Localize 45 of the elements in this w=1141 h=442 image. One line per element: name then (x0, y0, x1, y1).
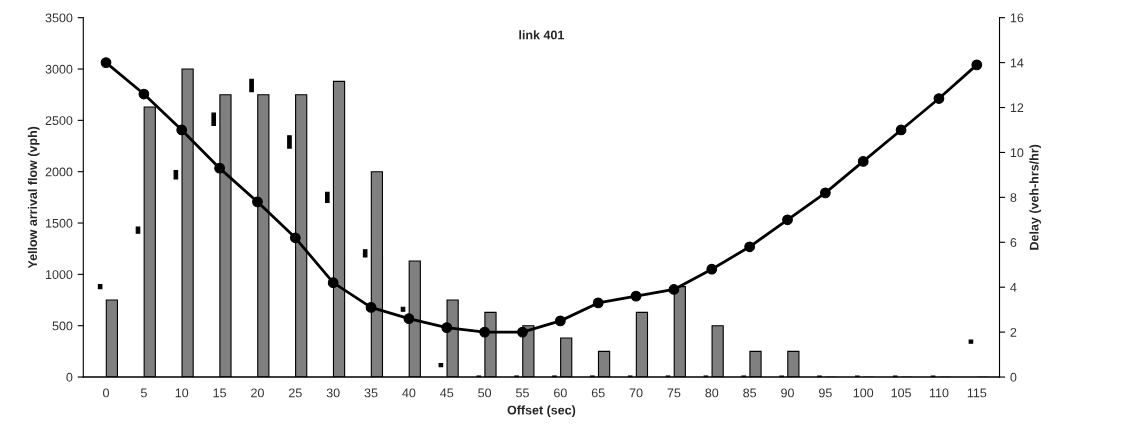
x-tick-label: 105 (891, 388, 911, 398)
x-axis-title: Offset (sec) (507, 405, 576, 417)
y-tick-label: 1500 (46, 218, 73, 228)
y2-tick-label: 4 (1010, 283, 1017, 292)
x-tick-label: 95 (818, 388, 832, 398)
text: link 401 (519, 30, 564, 40)
x-tick-label: 65 (591, 388, 605, 398)
x-tick-label: 20 (251, 388, 264, 398)
x-tick-label: 40 (402, 388, 416, 398)
x-tick-label: 5 (140, 388, 147, 398)
y2-axis-title: Delay (veh-hrs/hr) (1029, 144, 1042, 250)
x-tick-label: 15 (213, 388, 227, 398)
x-tick-label: 35 (364, 388, 378, 398)
x-tick-label: 50 (478, 388, 492, 398)
y-tick-label: 500 (52, 321, 73, 331)
y-tick-label: 1000 (46, 270, 73, 280)
y2-tick-label: 2 (1010, 327, 1017, 337)
x-tick-label: 30 (326, 388, 340, 398)
x-tick-label: 25 (288, 388, 302, 398)
x-tick-label: 100 (853, 388, 874, 398)
y-tick-label: 0 (66, 372, 73, 382)
x-tick-label: 75 (667, 388, 681, 398)
x-tick-label: 80 (705, 388, 719, 398)
x-tick-label: 85 (743, 388, 757, 398)
y-tick-label: 3000 (45, 64, 73, 74)
y-axis-title: Yellow arrival flow (vph) (27, 126, 40, 269)
y2-tick-label: 14 (1010, 58, 1024, 68)
x-tick-label: 90 (781, 388, 794, 398)
y2-tick-label: 6 (1010, 238, 1017, 247)
x-tick-label: 0 (103, 388, 109, 398)
y-tick-label: 3500 (45, 13, 73, 23)
x-tick-label: 55 (516, 388, 529, 398)
y2-tick-label: 8 (1010, 193, 1017, 203)
x-tick-label: 10 (175, 388, 189, 398)
y2-tick-label: 12 (1010, 103, 1024, 113)
y2-tick-label: 10 (1010, 148, 1024, 158)
x-tick-label: 45 (440, 388, 454, 398)
x-tick-label: 70 (629, 388, 643, 398)
y-tick-label: 2000 (45, 167, 73, 177)
x-tick-label: 60 (554, 388, 567, 398)
x-tick-label: 115 (967, 388, 987, 398)
y2-tick-label: 0 (1010, 372, 1017, 382)
x-tick-label: 110 (929, 388, 949, 398)
y2-tick-label: 16 (1010, 13, 1024, 23)
y-tick-label: 2500 (45, 116, 73, 125)
